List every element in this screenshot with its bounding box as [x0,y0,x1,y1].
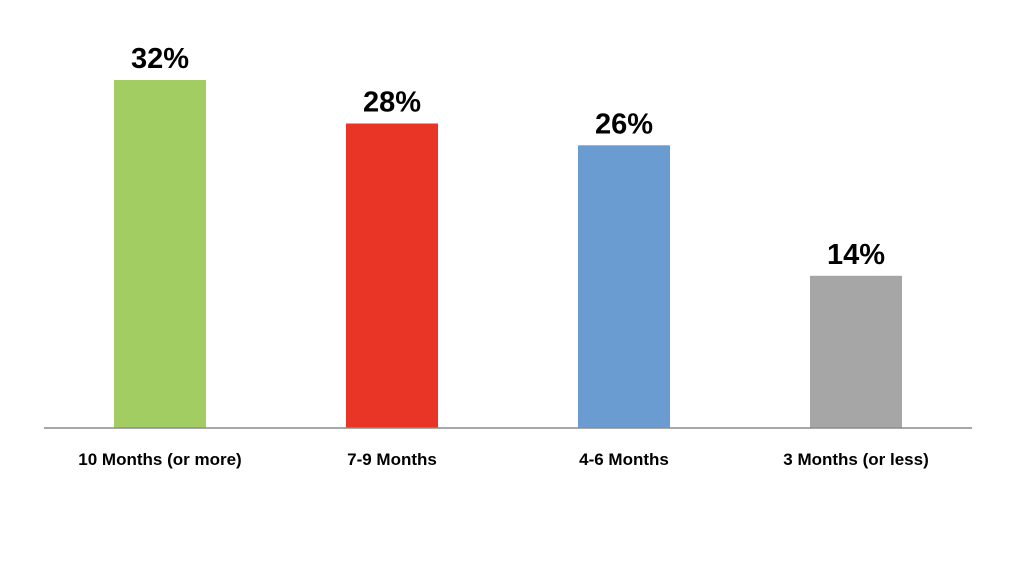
x-tick-labels-layer: 10 Months (or more) 7-9 Months 4-6 Months 3… [78,450,928,469]
x-tick-label-4: 3 Months (or less) [783,450,928,469]
data-label-1: 32% [131,43,189,75]
bar-3 [578,145,670,429]
bars-layer [114,80,902,429]
data-label-2: 28% [363,87,421,119]
bar-4 [810,275,902,429]
x-tick-label-2: 7-9 Months [347,450,437,469]
bar-1 [114,80,206,428]
x-tick-label-1: 10 Months (or more) [78,450,241,469]
x-tick-label-3: 4-6 Months [579,450,669,469]
value-labels-layer: 32% 28% 26% 14% [131,43,885,271]
bar-2 [346,123,438,428]
data-label-4: 14% [827,239,885,271]
data-label-3: 26% [595,108,653,140]
